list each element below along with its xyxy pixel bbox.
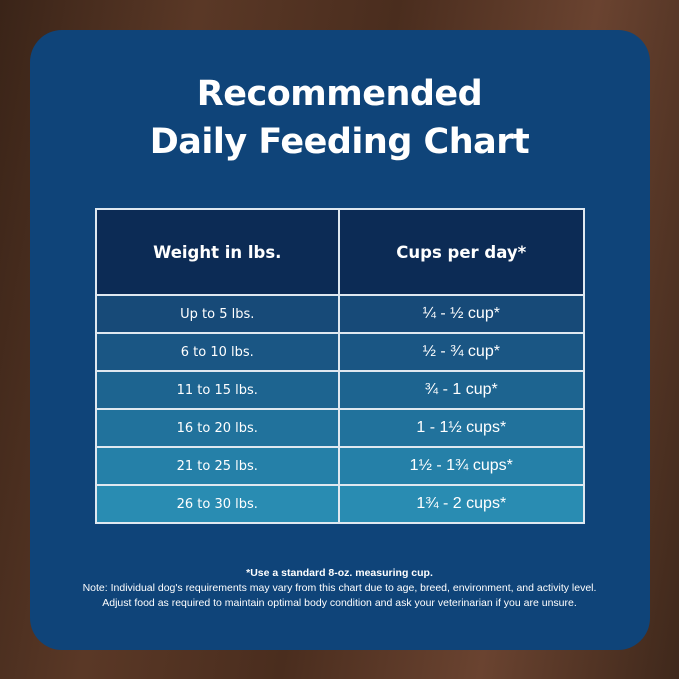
table-row: 11 to 15 lbs. ¾ - 1 cup* <box>95 370 586 410</box>
title-line-1: Recommended <box>196 74 483 114</box>
footnotes: *Use a standard 8-oz. measuring cup. Not… <box>0 566 679 611</box>
cups-cell: ¼ - ½ cup* <box>337 294 586 334</box>
weight-cell: 6 to 10 lbs. <box>95 332 340 372</box>
note-line-1: Note: Individual dog's requirements may … <box>82 582 597 594</box>
cups-cell: 1¾ - 2 cups* <box>337 484 586 524</box>
header-weight: Weight in lbs. <box>95 208 340 296</box>
table-row: Up to 5 lbs. ¼ - ½ cup* <box>95 294 586 334</box>
table-row: 21 to 25 lbs. 1½ - 1¾ cups* <box>95 446 586 486</box>
weight-cell: 11 to 15 lbs. <box>95 370 340 410</box>
table-row: 6 to 10 lbs. ½ - ¾ cup* <box>95 332 586 372</box>
feeding-table: Weight in lbs. Cups per day* Up to 5 lbs… <box>95 208 586 524</box>
header-cups: Cups per day* <box>337 208 586 296</box>
cups-cell: 1 - 1½ cups* <box>337 408 586 448</box>
cups-cell: ½ - ¾ cup* <box>337 332 586 372</box>
weight-cell: 16 to 20 lbs. <box>95 408 340 448</box>
note-line-2: Adjust food as required to maintain opti… <box>102 597 577 609</box>
cups-cell: 1½ - 1¾ cups* <box>337 446 586 486</box>
weight-cell: 21 to 25 lbs. <box>95 446 340 486</box>
weight-cell: 26 to 30 lbs. <box>95 484 340 524</box>
page-title: Recommended Daily Feeding Chart <box>0 70 679 166</box>
title-line-2: Daily Feeding Chart <box>149 122 530 162</box>
weight-cell: Up to 5 lbs. <box>95 294 340 334</box>
table-row: 16 to 20 lbs. 1 - 1½ cups* <box>95 408 586 448</box>
cups-cell: ¾ - 1 cup* <box>337 370 586 410</box>
measuring-cup-note: *Use a standard 8-oz. measuring cup. <box>246 567 433 579</box>
table-row: 26 to 30 lbs. 1¾ - 2 cups* <box>95 484 586 524</box>
table-header-row: Weight in lbs. Cups per day* <box>95 208 586 296</box>
